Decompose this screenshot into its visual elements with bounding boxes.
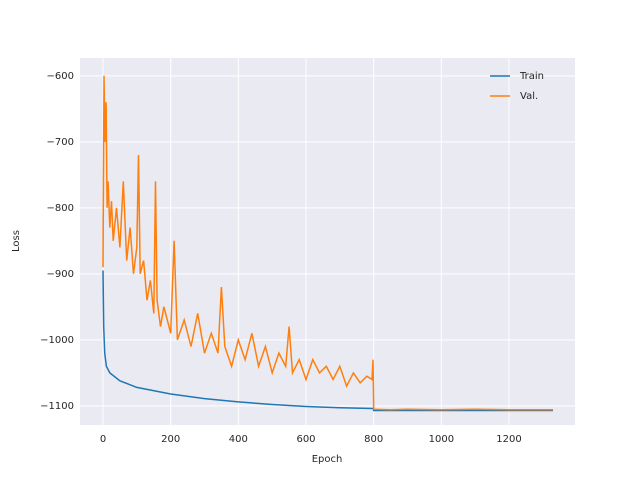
x-tick-label: 600 — [296, 434, 315, 445]
legend-label: Train — [519, 71, 544, 82]
y-tick-label: −1100 — [40, 401, 74, 412]
x-tick-label: 400 — [229, 434, 248, 445]
y-tick-label: −1000 — [40, 335, 74, 346]
line — [102, 75, 553, 411]
line — [102, 270, 553, 412]
y-tick-label: −700 — [47, 137, 74, 148]
y-axis-label: Loss — [11, 230, 22, 252]
y-tick-label: −800 — [47, 203, 74, 214]
plot-area — [80, 58, 575, 425]
y-tick-label: −600 — [47, 71, 74, 82]
x-axis-label: Epoch — [312, 454, 343, 465]
y-tick-label: −900 — [47, 269, 74, 280]
x-tick-label: 1200 — [496, 434, 521, 445]
x-tick-label: 1000 — [429, 434, 454, 445]
x-tick-label: 0 — [100, 434, 106, 445]
legend-label: Val. — [520, 91, 538, 102]
x-tick-label: 200 — [161, 434, 180, 445]
x-tick-label: 800 — [364, 434, 383, 445]
